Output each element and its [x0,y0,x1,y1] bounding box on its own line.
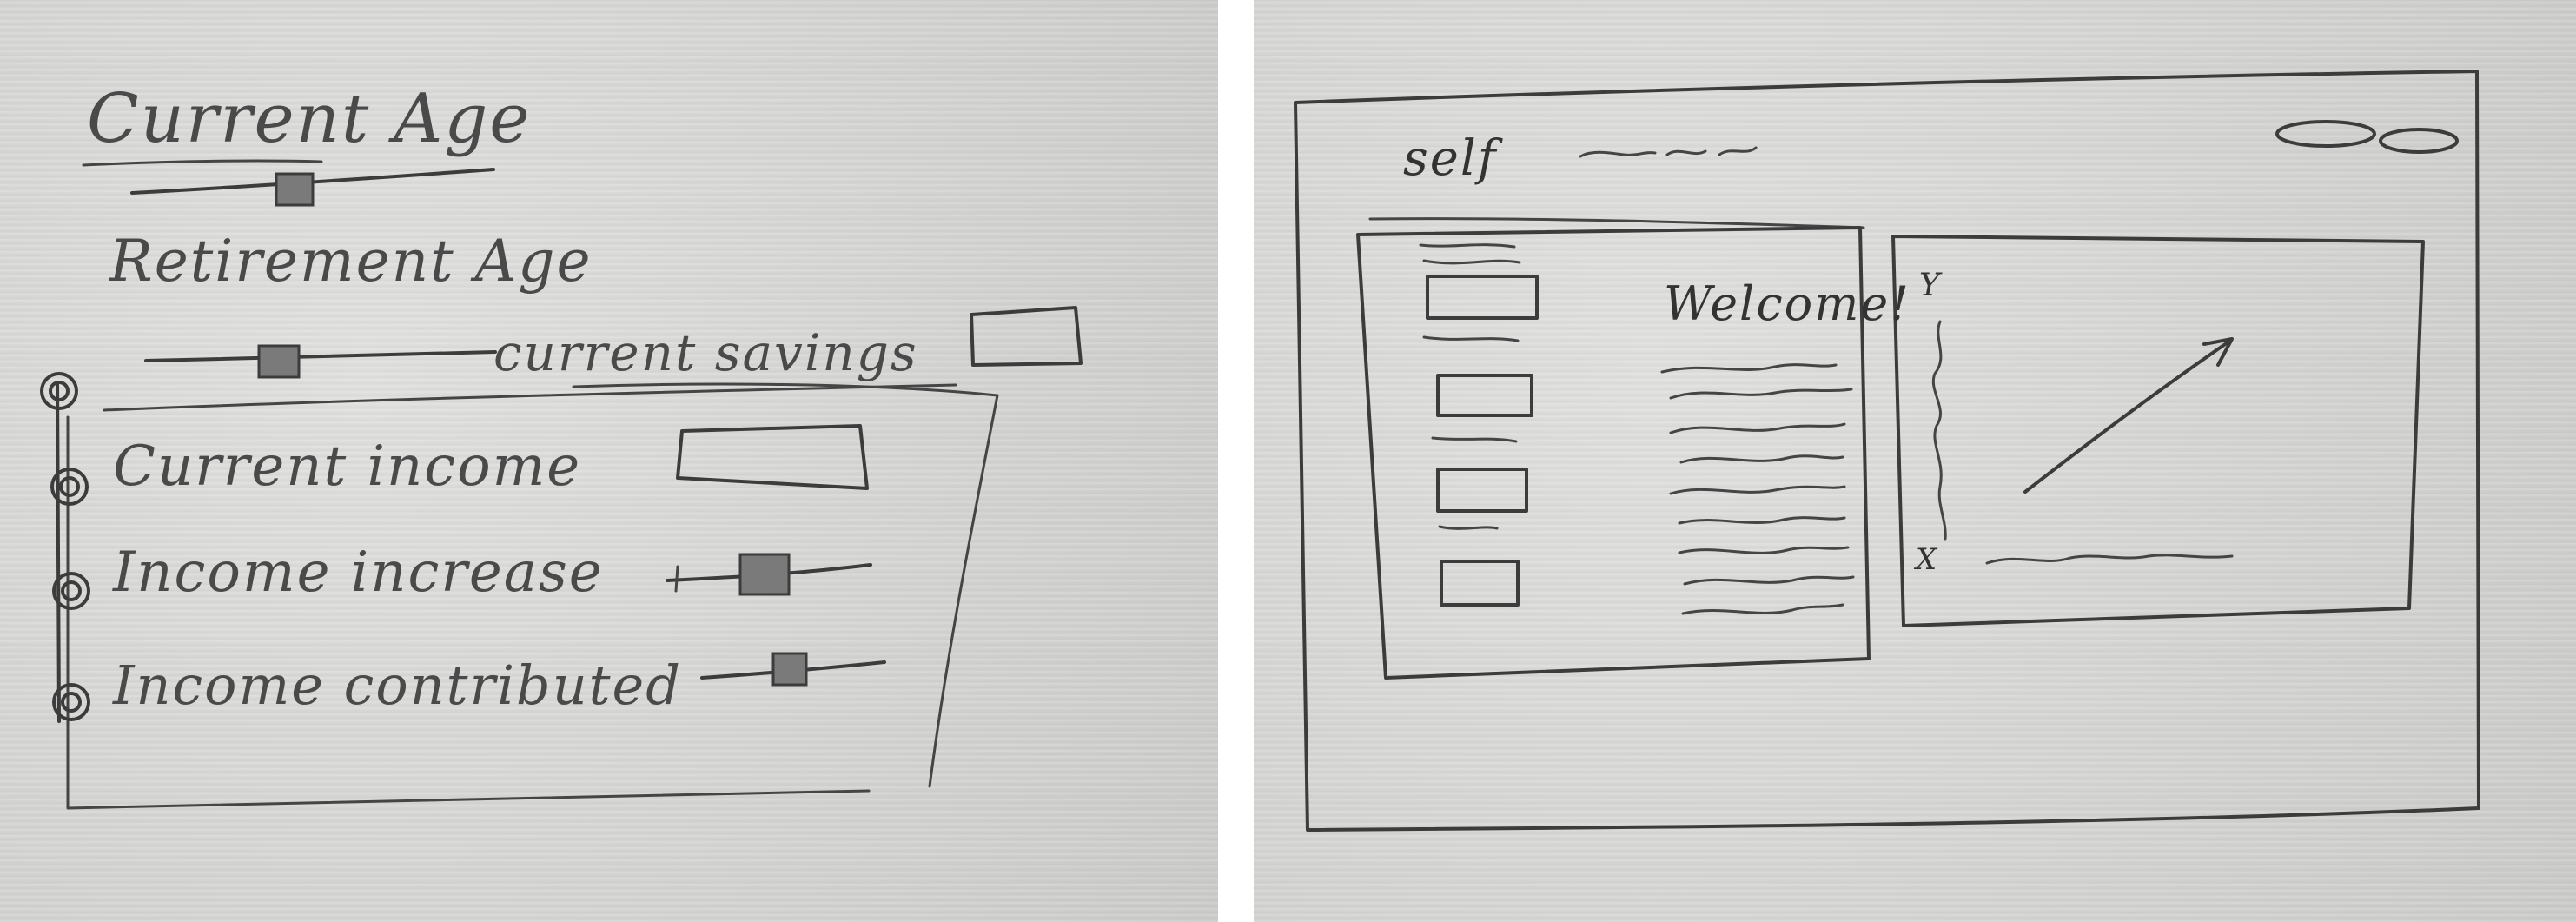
body-text-line [1678,546,1850,554]
body-text-line [1660,363,1838,374]
current-income-label: Current income [113,434,582,499]
app-frame [1294,70,2480,832]
header-button-1 [2275,120,2376,148]
current-age-slider-thumb [275,172,315,207]
current-savings-input [970,306,1083,367]
body-text-line [1678,516,1846,525]
chart-trend-line [2023,339,2232,494]
sidebar-item-3 [1436,468,1528,513]
chart-y-label: Y [1919,268,1942,303]
current-income-input [676,424,869,490]
stepper-dot-3 [52,572,90,610]
nav-link-2 [1665,149,1707,156]
nav-link-1 [1579,150,1657,158]
current-age-slider-track [130,168,495,195]
body-text-line [1669,485,1846,495]
income-increase-label: Income increase [113,541,604,605]
chart-y-axis [1931,320,1947,541]
body-text-line [1679,454,1844,464]
body-text-line [1669,388,1853,400]
chart-x-label: X [1916,542,1939,577]
chart-panel [1891,235,2425,627]
sidebar-item-4 [1440,560,1520,607]
stepper-dot-2 [50,468,89,506]
stepper-line [56,381,61,723]
stepper-dot-4 [52,683,90,721]
body-text-line [1669,422,1846,434]
sidebar-item-2 [1436,374,1533,417]
logo-text: self [1403,130,1498,187]
body-text-line [1683,575,1855,586]
income-increase-slider-thumb [738,553,791,596]
sidebar-panel [1356,226,1871,680]
nav-link-3 [1718,146,1758,156]
current-savings-label: current savings [493,323,918,382]
body-text-line [1681,603,1844,615]
welcome-heading: Welcome! [1664,276,1910,331]
sketch-form-inputs: Current Age Retirement Age current savin… [0,0,1218,922]
income-contributed-label: Income contributed [113,653,682,717]
sketch-app-layout: self Welcome! Y X [1254,0,2576,922]
stepper-dot-1 [40,372,78,410]
form-sketch-lines [40,159,1083,810]
current-age-label: Current Age [87,80,532,158]
retirement-age-label: Retirement Age [109,228,593,295]
income-group-box [66,415,871,810]
retirement-age-slider-thumb [257,344,301,379]
income-contributed-slider-thumb [771,652,808,687]
header-button-2 [2379,128,2459,154]
sidebar-item-1 [1426,275,1539,320]
layout-sketch-lines [1294,70,2480,832]
chart-arrowhead [2202,337,2234,367]
retirement-age-slider-track [144,350,497,362]
chart-x-axis [1985,554,2234,565]
